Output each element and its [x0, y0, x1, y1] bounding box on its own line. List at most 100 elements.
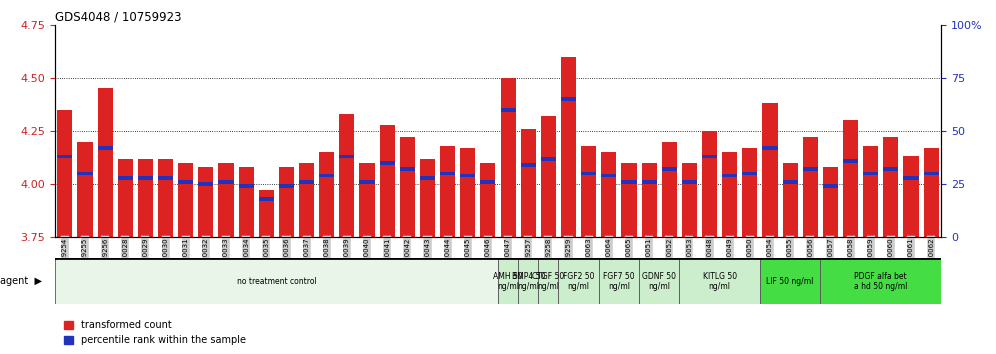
- Bar: [679, 258, 760, 304]
- Text: GSM510046: GSM510046: [485, 238, 491, 280]
- Text: GDNF 50
ng/ml: GDNF 50 ng/ml: [642, 272, 676, 291]
- Bar: [158, 176, 173, 179]
- Text: GSM509257: GSM509257: [525, 238, 531, 280]
- Bar: [602, 152, 617, 237]
- Bar: [440, 146, 455, 237]
- Text: GSM510061: GSM510061: [908, 238, 914, 280]
- Bar: [883, 137, 898, 237]
- Text: GSM509258: GSM509258: [546, 238, 552, 280]
- Text: KITLG 50
ng/ml: KITLG 50 ng/ml: [702, 272, 737, 291]
- Bar: [78, 172, 93, 175]
- Bar: [158, 159, 173, 237]
- Bar: [561, 57, 576, 237]
- Text: CTGF 50
ng/ml: CTGF 50 ng/ml: [532, 272, 565, 291]
- Bar: [55, 258, 498, 304]
- Text: GSM509255: GSM509255: [82, 238, 88, 280]
- Bar: [98, 88, 113, 237]
- Bar: [599, 258, 639, 304]
- Bar: [622, 163, 636, 237]
- Text: GSM510040: GSM510040: [365, 238, 371, 280]
- Bar: [541, 116, 556, 237]
- Bar: [742, 148, 757, 237]
- Bar: [639, 258, 679, 304]
- Text: GSM510058: GSM510058: [848, 238, 854, 280]
- Bar: [783, 163, 798, 237]
- Bar: [279, 184, 294, 188]
- Text: GSM510045: GSM510045: [465, 238, 471, 280]
- Text: FGF7 50
ng/ml: FGF7 50 ng/ml: [603, 272, 634, 291]
- Bar: [581, 146, 597, 237]
- Text: GSM510032: GSM510032: [203, 238, 209, 280]
- Bar: [622, 180, 636, 184]
- Text: GSM510051: GSM510051: [646, 238, 652, 280]
- Text: AMH 50
ng/ml: AMH 50 ng/ml: [493, 272, 523, 291]
- Bar: [299, 180, 314, 184]
- Bar: [843, 159, 859, 162]
- Bar: [379, 125, 394, 237]
- Text: GSM510048: GSM510048: [706, 238, 712, 280]
- Bar: [239, 167, 254, 237]
- Bar: [823, 167, 838, 237]
- Bar: [198, 182, 213, 186]
- Legend: transformed count, percentile rank within the sample: transformed count, percentile rank withi…: [60, 316, 250, 349]
- Text: GSM510036: GSM510036: [284, 238, 290, 280]
- Bar: [501, 108, 516, 112]
- Bar: [903, 156, 918, 237]
- Text: GSM510057: GSM510057: [828, 238, 834, 280]
- Bar: [399, 167, 415, 171]
- Bar: [821, 258, 941, 304]
- Bar: [682, 180, 697, 184]
- Bar: [762, 103, 778, 237]
- Bar: [521, 163, 536, 167]
- Bar: [78, 142, 93, 237]
- Bar: [137, 176, 153, 179]
- Bar: [823, 184, 838, 188]
- Text: GSM509259: GSM509259: [566, 238, 572, 280]
- Text: GSM510044: GSM510044: [444, 238, 450, 280]
- Bar: [218, 180, 234, 184]
- Bar: [581, 172, 597, 175]
- Text: GSM510049: GSM510049: [727, 238, 733, 280]
- Bar: [864, 146, 878, 237]
- Bar: [702, 131, 717, 237]
- Text: no treatment control: no treatment control: [236, 277, 317, 286]
- Bar: [460, 174, 475, 177]
- Text: GSM510054: GSM510054: [767, 238, 773, 280]
- Text: GSM510047: GSM510047: [505, 238, 511, 280]
- Text: GSM510060: GSM510060: [887, 238, 893, 280]
- Text: GSM510033: GSM510033: [223, 238, 229, 280]
- Bar: [118, 176, 132, 179]
- Bar: [661, 167, 677, 171]
- Text: GSM509256: GSM509256: [103, 238, 109, 280]
- Bar: [702, 155, 717, 158]
- Bar: [58, 110, 73, 237]
- Bar: [903, 176, 918, 179]
- Text: GSM510055: GSM510055: [787, 238, 793, 280]
- Bar: [198, 167, 213, 237]
- Bar: [319, 152, 335, 237]
- Bar: [319, 174, 335, 177]
- Bar: [843, 120, 859, 237]
- Bar: [279, 167, 294, 237]
- Bar: [399, 137, 415, 237]
- Text: GSM510042: GSM510042: [404, 238, 410, 280]
- Bar: [602, 174, 617, 177]
- Bar: [722, 152, 737, 237]
- Bar: [883, 167, 898, 171]
- Text: GSM510052: GSM510052: [666, 238, 672, 280]
- Bar: [299, 163, 314, 237]
- Bar: [360, 163, 374, 237]
- Text: GSM510063: GSM510063: [586, 238, 592, 280]
- Bar: [498, 258, 518, 304]
- Bar: [480, 180, 495, 184]
- Bar: [178, 163, 193, 237]
- Bar: [541, 157, 556, 160]
- Text: GSM510050: GSM510050: [747, 238, 753, 280]
- Bar: [760, 258, 821, 304]
- Bar: [923, 172, 938, 175]
- Bar: [518, 258, 538, 304]
- Bar: [340, 155, 355, 158]
- Bar: [722, 174, 737, 177]
- Bar: [641, 163, 656, 237]
- Text: GSM510030: GSM510030: [162, 238, 168, 280]
